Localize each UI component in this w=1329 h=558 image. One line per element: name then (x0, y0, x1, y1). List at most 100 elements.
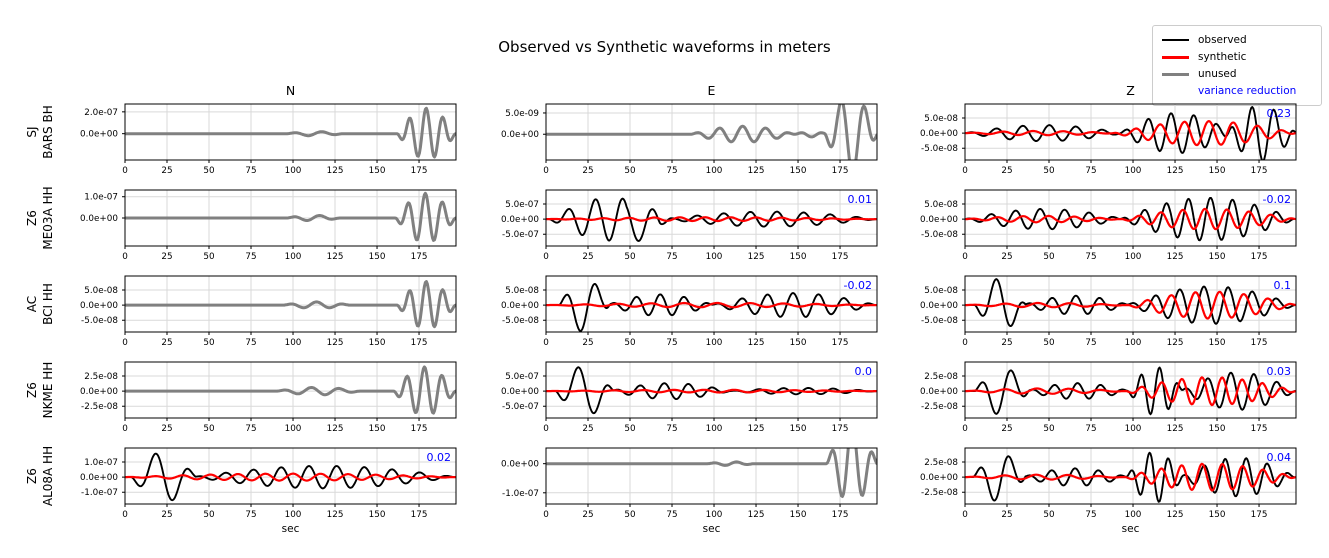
y-tick-label: -5.0e-07 (502, 230, 539, 240)
synthetic-trace (965, 376, 1296, 407)
x-tick-label: 175 (832, 252, 849, 262)
x-tick-label: 50 (203, 510, 215, 520)
x-tick-label: 25 (582, 424, 593, 434)
x-axis-label-Z: sec (1122, 523, 1140, 535)
panel-NKME-HH-E: 0 25 50 75 100 125 150 175 5.0e-07 0.0e+00 -5.0e-0… (501, 361, 878, 434)
panel-border (964, 189, 1297, 247)
panel-border (964, 447, 1297, 505)
unused-trace (125, 191, 456, 242)
legend: observed synthetic unused variance reductio… (1152, 25, 1322, 106)
x-tick-label: 175 (1251, 166, 1268, 176)
panel-AL08A-HH-Z: 0 25 50 75 100 125 150 175 2.5e-08 0.0e+00 -2.5e-0… (920, 447, 1297, 520)
x-tick-label: 0 (122, 510, 128, 520)
x-tick-label: 150 (1209, 510, 1226, 520)
y-tick-label: 5.0e-07 (505, 200, 539, 210)
x-tick-label: 75 (1085, 166, 1096, 176)
x-tick-label: 100 (706, 338, 723, 348)
x-tick-label: 150 (369, 166, 386, 176)
x-tick-label: 25 (1001, 166, 1012, 176)
x-tick-label: 125 (327, 510, 344, 520)
panel-border (124, 103, 457, 161)
legend-label: synthetic (1198, 51, 1247, 63)
x-tick-label: 25 (161, 252, 172, 262)
y-tick-label: 5.0e-07 (505, 372, 539, 382)
synthetic-trace (546, 216, 877, 223)
y-tick-label: 0.0e+00 (501, 130, 539, 140)
x-tick-label: 25 (161, 338, 172, 348)
x-tick-label: 75 (1085, 510, 1096, 520)
x-tick-label: 50 (624, 424, 636, 434)
x-tick-label: 75 (245, 510, 256, 520)
x-tick-label: 25 (1001, 338, 1012, 348)
panel-NKME-HH-Z: 0 25 50 75 100 125 150 175 2.5e-08 0.0e+00 -2.5e-0… (920, 361, 1297, 434)
x-tick-label: 25 (161, 166, 172, 176)
station-network-label: Z6 (25, 468, 39, 484)
x-tick-label: 75 (666, 510, 677, 520)
x-tick-label: 175 (1251, 338, 1268, 348)
x-tick-label: 175 (832, 338, 849, 348)
y-tick-label: 5.0e-08 (505, 286, 539, 296)
x-tick-label: 50 (1043, 510, 1055, 520)
x-tick-label: 100 (285, 166, 302, 176)
y-tick-label: 1.0e-07 (84, 458, 118, 468)
x-tick-label: 75 (245, 252, 256, 262)
synthetic-trace (965, 290, 1296, 320)
x-tick-label: 50 (624, 252, 636, 262)
panel-NKME-HH-N: 0 25 50 75 100 125 150 175 2.5e-08 0.0e+00 -2.5e-0… (80, 361, 457, 434)
panel-border (545, 447, 878, 505)
y-tick-label: 0.0e+00 (80, 473, 118, 483)
x-tick-label: 175 (1251, 510, 1268, 520)
y-tick-label: 0.0e+00 (920, 473, 958, 483)
x-tick-label: 125 (1167, 338, 1184, 348)
panel-border (545, 189, 878, 247)
panel-border (124, 447, 457, 505)
x-tick-label: 0 (543, 424, 549, 434)
x-tick-label: 0 (543, 510, 549, 520)
y-tick-label: 2.0e-07 (84, 108, 118, 118)
x-tick-label: 150 (369, 510, 386, 520)
x-tick-label: 100 (285, 252, 302, 262)
x-tick-label: 100 (1125, 252, 1142, 262)
x-tick-label: 0 (962, 166, 968, 176)
panel-ME03A-HH-Z: 0 25 50 75 100 125 150 175 5.0e-08 0.0e+00 -5.0e-0… (920, 189, 1297, 262)
x-tick-label: 125 (327, 424, 344, 434)
x-tick-label: 75 (245, 166, 256, 176)
x-tick-label: 150 (1209, 338, 1226, 348)
y-tick-label: 0.0e+00 (501, 301, 539, 311)
synthetic-trace (125, 472, 456, 482)
y-tick-label: -5.0e-08 (921, 144, 958, 154)
x-tick-label: 0 (962, 252, 968, 262)
legend-item-observed: observed (1162, 33, 1312, 47)
station-channel-label: BCI HH (41, 283, 55, 325)
x-tick-label: 175 (411, 510, 428, 520)
y-tick-label: 1.0e-07 (84, 193, 118, 203)
y-tick-label: 0.0e+00 (920, 215, 958, 225)
x-tick-label: 175 (411, 166, 428, 176)
x-tick-label: 75 (666, 424, 677, 434)
x-tick-label: 50 (1043, 252, 1055, 262)
panel-BARS-BH-N: 0 25 50 75 100 125 150 175 2.0e-07 0.0e+00 (80, 103, 457, 176)
station-network-label: SJ (25, 126, 39, 137)
x-tick-label: 75 (666, 166, 677, 176)
x-tick-label: 75 (1085, 252, 1096, 262)
x-tick-label: 100 (285, 424, 302, 434)
variance-reduction-value: 0.23 (1267, 107, 1292, 120)
x-tick-label: 175 (1251, 424, 1268, 434)
x-tick-label: 50 (624, 338, 636, 348)
y-tick-label: 0.0e+00 (80, 130, 118, 140)
x-tick-label: 175 (1251, 252, 1268, 262)
legend-item-unused: unused (1162, 67, 1312, 81)
observed-trace (965, 278, 1296, 328)
x-tick-label: 175 (411, 424, 428, 434)
x-tick-label: 100 (706, 424, 723, 434)
x-tick-label: 50 (1043, 424, 1055, 434)
panel-border (964, 103, 1297, 161)
x-tick-label: 25 (161, 510, 172, 520)
y-tick-label: 5.0e-09 (505, 109, 539, 119)
x-tick-label: 150 (369, 338, 386, 348)
x-tick-label: 0 (543, 338, 549, 348)
variance-reduction-value: 0.04 (1267, 451, 1292, 464)
x-tick-label: 75 (666, 338, 677, 348)
